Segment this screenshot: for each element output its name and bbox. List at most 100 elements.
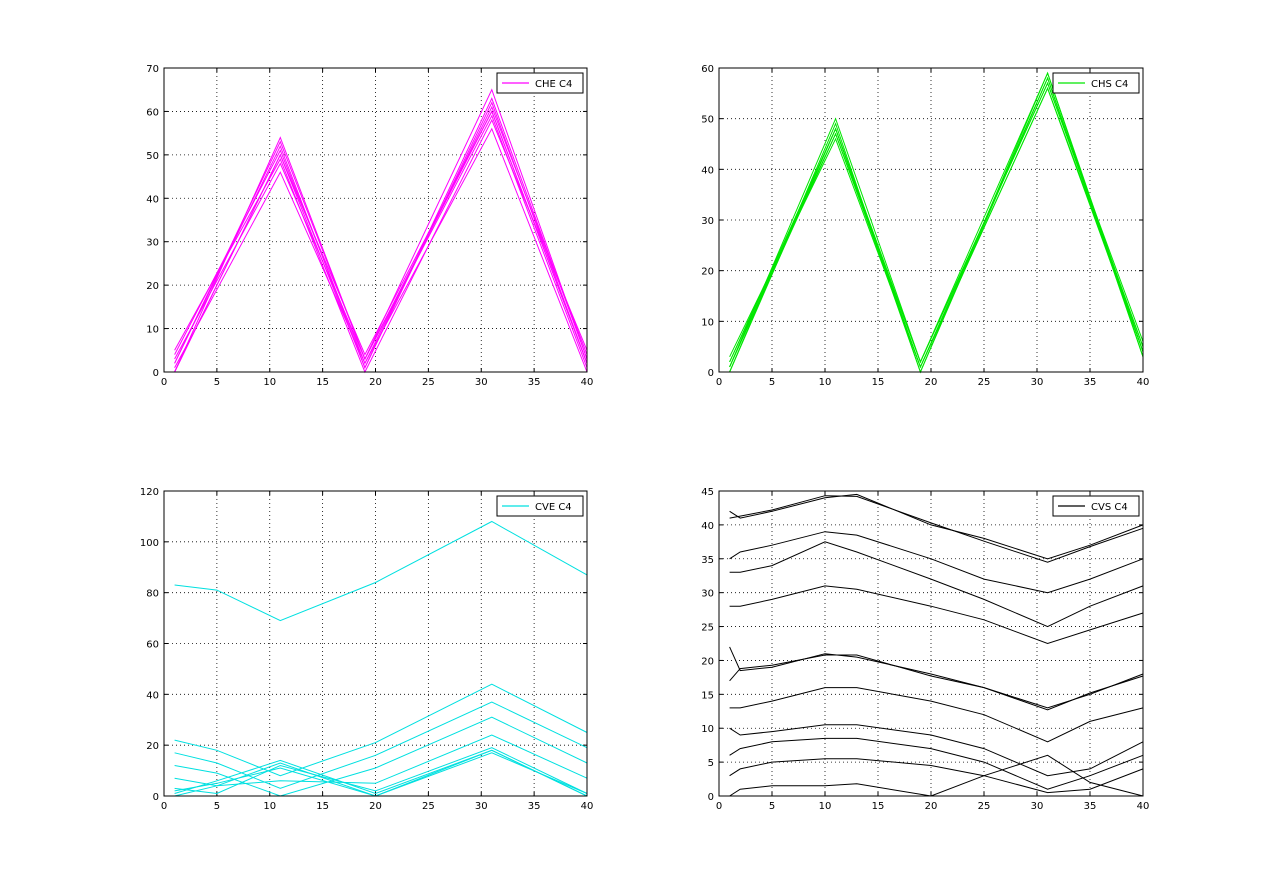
legend-box — [1052, 495, 1140, 517]
y-tick-label: 0 — [153, 792, 159, 803]
y-tick-label: 0 — [708, 792, 714, 803]
y-tick-label: 70 — [146, 64, 159, 75]
legend-box — [1052, 72, 1140, 94]
x-tick-label: 30 — [475, 377, 488, 388]
series-line-9 — [174, 110, 588, 364]
y-tick-label: 10 — [701, 724, 714, 735]
y-tick-label: 10 — [701, 317, 714, 328]
axes-frame — [163, 67, 588, 373]
x-tick-label: 25 — [422, 801, 435, 812]
legend-label: CHE C4 — [535, 79, 572, 90]
y-tick-label: 45 — [701, 487, 714, 498]
x-tick-label: 0 — [716, 801, 722, 812]
chart-che: 0 5 10 15 20 25 30 35 40 0 10 20 30 40 50 60 70 CHE C4 — [146, 64, 593, 388]
series-line-5 — [729, 585, 1144, 645]
x-tick-label: 20 — [925, 801, 938, 812]
y-tick-label: 40 — [701, 165, 714, 176]
x-tick-label: 30 — [475, 801, 488, 812]
y-tick-label: 5 — [708, 758, 714, 769]
x-tick-label: 30 — [1031, 377, 1044, 388]
y-tick-label: 0 — [153, 368, 159, 379]
x-tick-label: 15 — [316, 801, 329, 812]
x-tick-label: 10 — [263, 377, 276, 388]
x-tick-label: 35 — [528, 377, 541, 388]
series-line-7 — [729, 86, 1144, 369]
series-line-10 — [729, 737, 1144, 790]
y-tick-label: 120 — [140, 487, 159, 498]
y-tick-label: 20 — [701, 656, 714, 667]
y-tick-label: 80 — [146, 589, 159, 600]
series-line-7 — [174, 127, 588, 373]
series-line-6 — [174, 747, 588, 795]
y-tick-label: 0 — [708, 368, 714, 379]
x-tick-label: 25 — [978, 377, 991, 388]
legend-box — [496, 495, 584, 517]
x-tick-label: 5 — [769, 377, 775, 388]
series-line-11 — [729, 758, 1144, 794]
y-tick-label: 15 — [701, 690, 714, 701]
y-tick-label: 60 — [701, 64, 714, 75]
axes-frame — [718, 490, 1144, 797]
chart-cve: 0 5 10 15 20 25 30 35 40 0 20 40 60 80 100 120 CVE C4 — [140, 487, 593, 812]
x-tick-label: 5 — [769, 801, 775, 812]
x-tick-label: 5 — [214, 801, 220, 812]
series-line-7 — [729, 654, 1144, 711]
y-tick-label: 20 — [146, 281, 159, 292]
x-tick-label: 35 — [1084, 377, 1097, 388]
y-tick-label: 50 — [146, 151, 159, 162]
x-tick-label: 10 — [263, 801, 276, 812]
series-line-3 — [729, 531, 1144, 594]
y-tick-label: 20 — [701, 267, 714, 278]
series-line-8 — [174, 749, 588, 797]
chart-chs: 0 5 10 15 20 25 30 35 40 0 10 20 30 40 50 60 CHS C4 — [701, 64, 1149, 388]
x-tick-label: 15 — [872, 801, 885, 812]
legend-label: CHS C4 — [1091, 79, 1128, 90]
axes-frame — [718, 67, 1144, 373]
y-tick-label: 25 — [701, 623, 714, 634]
x-tick-label: 10 — [819, 801, 832, 812]
y-tick-label: 40 — [146, 690, 159, 701]
y-tick-label: 100 — [140, 538, 159, 549]
y-tick-label: 30 — [146, 238, 159, 249]
x-tick-label: 30 — [1031, 801, 1044, 812]
y-tick-label: 30 — [701, 589, 714, 600]
legend-label: CVE C4 — [535, 502, 572, 513]
y-tick-label: 30 — [701, 216, 714, 227]
series-line-3 — [174, 701, 588, 789]
x-tick-label: 25 — [978, 801, 991, 812]
x-tick-label: 40 — [581, 377, 594, 388]
axes-frame — [163, 490, 588, 797]
y-tick-label: 40 — [701, 521, 714, 532]
x-tick-label: 35 — [1084, 801, 1097, 812]
series-line-8 — [729, 71, 1144, 373]
x-tick-label: 35 — [528, 801, 541, 812]
x-tick-label: 40 — [1137, 801, 1150, 812]
legend-box — [496, 72, 584, 94]
x-tick-label: 0 — [161, 377, 167, 388]
x-tick-label: 20 — [925, 377, 938, 388]
y-tick-label: 20 — [146, 741, 159, 752]
series-line-2 — [729, 495, 1144, 563]
y-tick-label: 35 — [701, 555, 714, 566]
x-tick-label: 15 — [872, 377, 885, 388]
chart-cvs: 0 5 10 15 20 25 30 35 40 0 5 10 15 20 25 30 35 40 45 CVS C4 — [701, 487, 1149, 812]
x-tick-label: 10 — [819, 377, 832, 388]
series-line-2 — [174, 683, 588, 777]
series-line-1 — [174, 520, 588, 622]
x-tick-label: 0 — [716, 377, 722, 388]
series-line-9 — [729, 724, 1144, 777]
x-tick-label: 20 — [369, 377, 382, 388]
x-tick-label: 5 — [214, 377, 220, 388]
x-tick-label: 25 — [422, 377, 435, 388]
y-tick-label: 10 — [146, 325, 159, 336]
y-tick-label: 60 — [146, 640, 159, 651]
series-line-12 — [729, 754, 1144, 797]
y-tick-label: 50 — [701, 115, 714, 126]
series-line-4 — [729, 541, 1144, 628]
series-line-9 — [174, 752, 588, 797]
series-line-8 — [174, 97, 588, 373]
legend-label: CVS C4 — [1091, 502, 1128, 513]
x-tick-label: 0 — [161, 801, 167, 812]
x-tick-label: 20 — [369, 801, 382, 812]
